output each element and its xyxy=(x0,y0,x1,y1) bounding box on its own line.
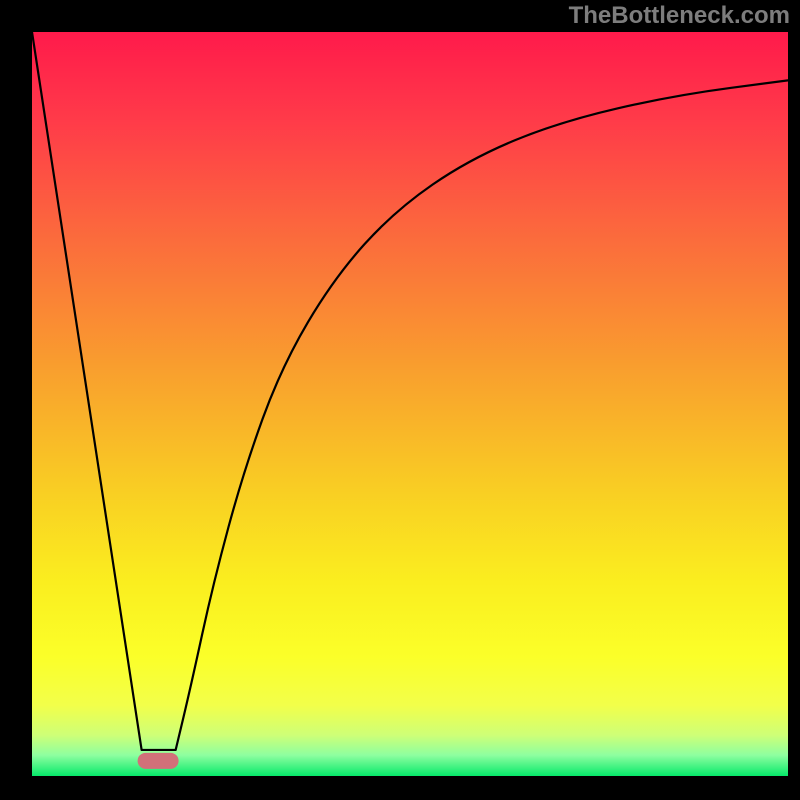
curve-path xyxy=(32,32,788,750)
chart-frame: TheBottleneck.com xyxy=(0,0,800,800)
watermark-text: TheBottleneck.com xyxy=(569,2,790,30)
optimum-marker xyxy=(138,753,179,769)
plot-area xyxy=(32,32,788,776)
bottleneck-curve xyxy=(32,32,788,776)
